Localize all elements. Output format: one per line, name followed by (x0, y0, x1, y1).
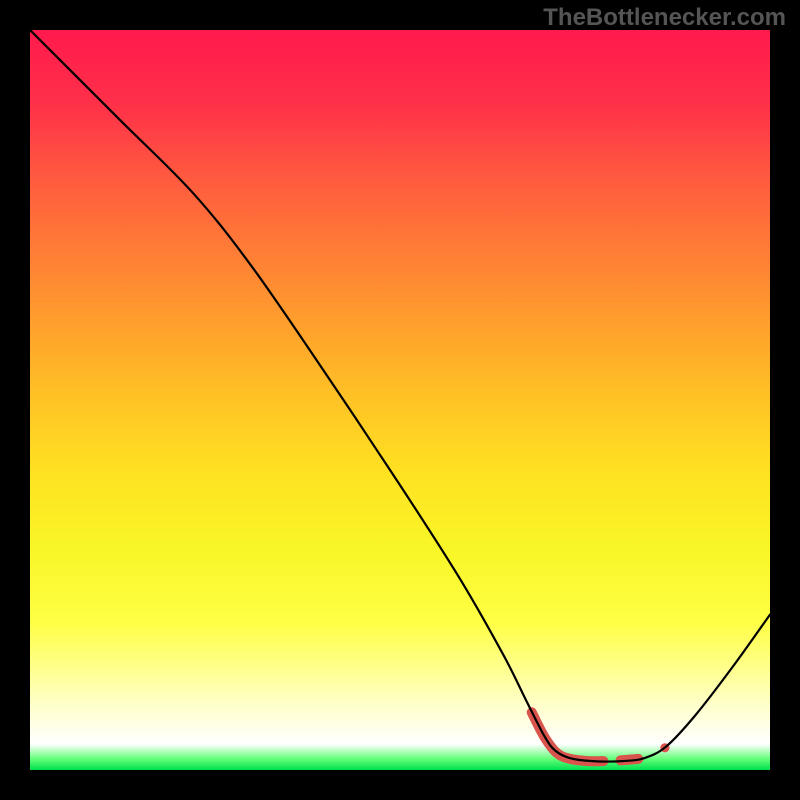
chart-container: TheBottlenecker.com (0, 0, 800, 800)
watermark-text: TheBottlenecker.com (543, 4, 786, 32)
chart-svg (30, 30, 770, 770)
plot-area (30, 30, 770, 770)
